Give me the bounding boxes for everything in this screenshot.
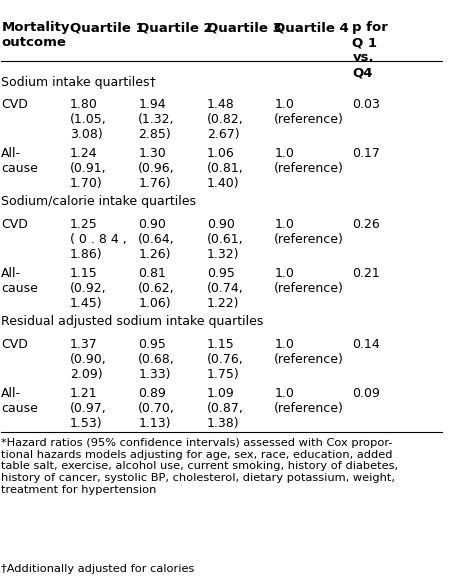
Text: 0.14: 0.14 — [352, 338, 380, 351]
Text: 1.0
(reference): 1.0 (reference) — [274, 338, 344, 366]
Text: Quartile 3: Quartile 3 — [207, 21, 282, 35]
Text: 1.24
(0.91,
1.70): 1.24 (0.91, 1.70) — [70, 147, 107, 190]
Text: 0.21: 0.21 — [352, 267, 380, 280]
Text: 0.81
(0.62,
1.06): 0.81 (0.62, 1.06) — [138, 267, 175, 310]
Text: CVD: CVD — [1, 99, 28, 111]
Text: 1.0
(reference): 1.0 (reference) — [274, 218, 344, 246]
Text: All-
cause: All- cause — [1, 387, 38, 415]
Text: 0.95
(0.68,
1.33): 0.95 (0.68, 1.33) — [138, 338, 175, 381]
Text: 0.26: 0.26 — [352, 218, 380, 231]
Text: 1.30
(0.96,
1.76): 1.30 (0.96, 1.76) — [138, 147, 175, 190]
Text: Quartile 4: Quartile 4 — [274, 21, 349, 35]
Text: 0.09: 0.09 — [352, 387, 380, 400]
Text: 1.15
(0.76,
1.75): 1.15 (0.76, 1.75) — [207, 338, 244, 381]
Text: All-
cause: All- cause — [1, 267, 38, 295]
Text: 1.0
(reference): 1.0 (reference) — [274, 387, 344, 415]
Text: 0.95
(0.74,
1.22): 0.95 (0.74, 1.22) — [207, 267, 244, 310]
Text: Sodium/calorie intake quartiles: Sodium/calorie intake quartiles — [1, 196, 196, 208]
Text: *Hazard ratios (95% confidence intervals) assessed with Cox propor-
tional hazar: *Hazard ratios (95% confidence intervals… — [1, 438, 399, 494]
Text: †Additionally adjusted for calories: †Additionally adjusted for calories — [1, 564, 195, 574]
Text: 1.0
(reference): 1.0 (reference) — [274, 99, 344, 126]
Text: 1.80
(1.05,
3.08): 1.80 (1.05, 3.08) — [70, 99, 107, 141]
Text: 0.17: 0.17 — [352, 147, 380, 160]
Text: CVD: CVD — [1, 338, 28, 351]
Text: Mortality
outcome: Mortality outcome — [1, 21, 70, 50]
Text: All-
cause: All- cause — [1, 147, 38, 175]
Text: 0.03: 0.03 — [352, 99, 380, 111]
Text: Residual adjusted sodium intake quartiles: Residual adjusted sodium intake quartile… — [1, 316, 264, 328]
Text: 0.90
(0.61,
1.32): 0.90 (0.61, 1.32) — [207, 218, 243, 261]
Text: 1.09
(0.87,
1.38): 1.09 (0.87, 1.38) — [207, 387, 244, 430]
Text: Sodium intake quartiles†: Sodium intake quartiles† — [1, 76, 156, 89]
Text: 0.90
(0.64,
1.26): 0.90 (0.64, 1.26) — [138, 218, 175, 261]
Text: 1.48
(0.82,
2.67): 1.48 (0.82, 2.67) — [207, 99, 244, 141]
Text: 1.06
(0.81,
1.40): 1.06 (0.81, 1.40) — [207, 147, 244, 190]
Text: 1.94
(1.32,
2.85): 1.94 (1.32, 2.85) — [138, 99, 175, 141]
Text: 1.0
(reference): 1.0 (reference) — [274, 267, 344, 295]
Text: 1.25
( 0 . 8 4 ,
1.86): 1.25 ( 0 . 8 4 , 1.86) — [70, 218, 127, 261]
Text: 1.37
(0.90,
2.09): 1.37 (0.90, 2.09) — [70, 338, 107, 381]
Text: Quartile 1: Quartile 1 — [70, 21, 145, 35]
Text: 1.21
(0.97,
1.53): 1.21 (0.97, 1.53) — [70, 387, 107, 430]
Text: 0.89
(0.70,
1.13): 0.89 (0.70, 1.13) — [138, 387, 175, 430]
Text: p for
Q 1
vs.
Q4: p for Q 1 vs. Q4 — [352, 21, 388, 80]
Text: Quartile 2: Quartile 2 — [138, 21, 213, 35]
Text: 1.0
(reference): 1.0 (reference) — [274, 147, 344, 175]
Text: 1.15
(0.92,
1.45): 1.15 (0.92, 1.45) — [70, 267, 107, 310]
Text: CVD: CVD — [1, 218, 28, 231]
